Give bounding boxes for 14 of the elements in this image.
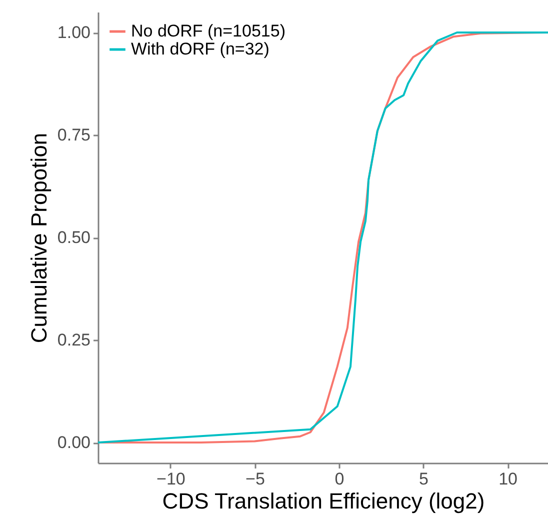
y-axis-title: Cumulative Propotion: [26, 132, 52, 344]
x-tick-label: 0: [334, 470, 344, 488]
x-tick-label: 5: [419, 470, 429, 488]
legend-label: No dORF (n=10515): [131, 22, 286, 40]
x-tick-label: 10: [498, 470, 518, 488]
y-tick-label: 0.75: [57, 126, 90, 144]
x-tick-label: −10: [156, 470, 186, 488]
y-tick-label: 1.00: [57, 23, 90, 42]
y-tick-label: 0.50: [57, 228, 90, 247]
x-tick-label: −5: [246, 470, 265, 488]
y-tick-label: 0.25: [57, 330, 90, 350]
x-axis-title: CDS Translation Efficiency (log2): [162, 488, 485, 514]
legend-label: With dORF (n=32): [131, 40, 270, 58]
y-tick-label: 0.00: [57, 433, 90, 452]
